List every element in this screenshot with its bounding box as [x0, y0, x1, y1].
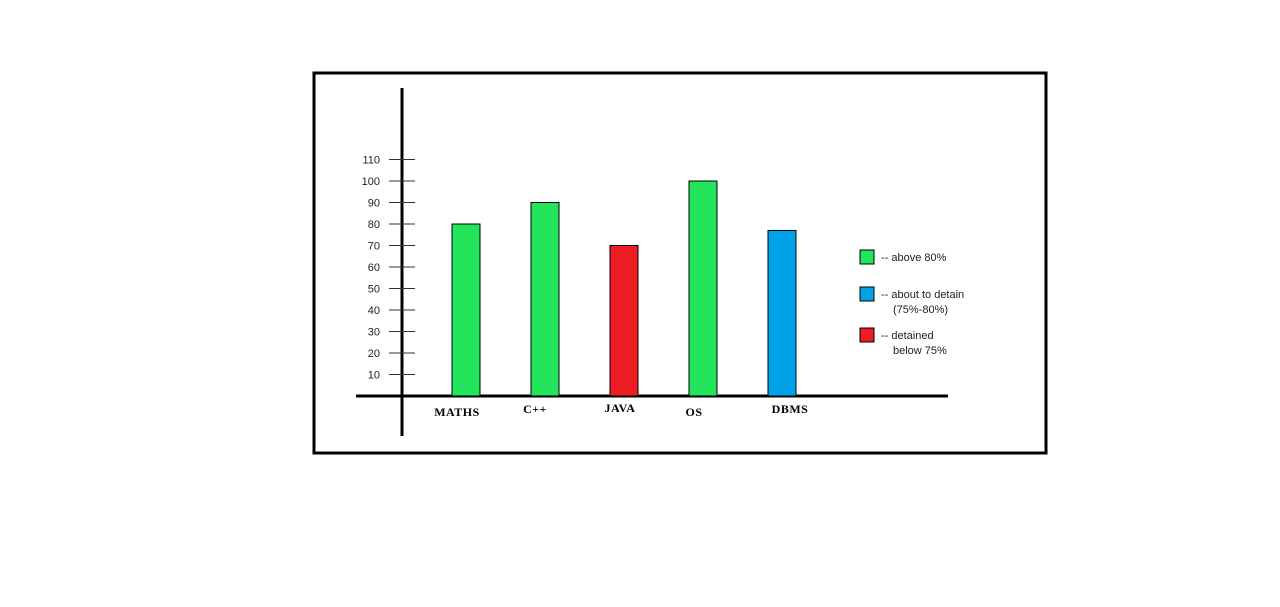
y-tick-label: 90 — [368, 198, 380, 210]
y-tick-label: 100 — [362, 176, 380, 188]
y-tick-label: 110 — [362, 155, 380, 167]
legend-swatch — [859, 286, 875, 302]
legend-swatch — [859, 249, 875, 265]
category-label: MATHS — [434, 405, 480, 419]
legend-label: below 75% — [893, 345, 947, 357]
bar-cpp — [530, 202, 560, 397]
y-tick-label: 80 — [368, 219, 380, 231]
category-label: C++ — [523, 402, 547, 416]
legend-label: -- about to detain — [881, 289, 964, 301]
y-ticks: 10 20 30 40 50 60 70 80 90 100 110 — [362, 155, 415, 382]
legend-swatch — [859, 327, 875, 343]
category-label: DBMS — [772, 402, 809, 416]
category-label: OS — [685, 405, 702, 419]
y-tick-label: 60 — [368, 262, 380, 274]
y-tick-label: 50 — [368, 284, 380, 296]
bar-os — [688, 180, 718, 397]
bar-maths — [451, 223, 481, 397]
legend: -- above 80% -- about to detain (75%-80%) -… — [859, 249, 964, 357]
y-tick-label: 40 — [368, 305, 380, 317]
legend-label: (75%-80%) — [893, 304, 948, 316]
y-tick-label: 10 — [368, 370, 380, 382]
bars — [451, 180, 797, 397]
y-tick-label: 20 — [368, 348, 380, 360]
legend-label: -- detained — [881, 330, 934, 342]
chart-frame — [312, 71, 1048, 455]
y-tick-label: 70 — [368, 241, 380, 253]
bar-java — [609, 245, 639, 397]
category-labels: MATHS C++ JAVA OS DBMS — [434, 401, 808, 419]
y-tick-label: 30 — [368, 327, 380, 339]
category-label: JAVA — [605, 401, 636, 415]
legend-label: -- above 80% — [881, 252, 947, 264]
bar-dbms — [767, 229, 797, 397]
